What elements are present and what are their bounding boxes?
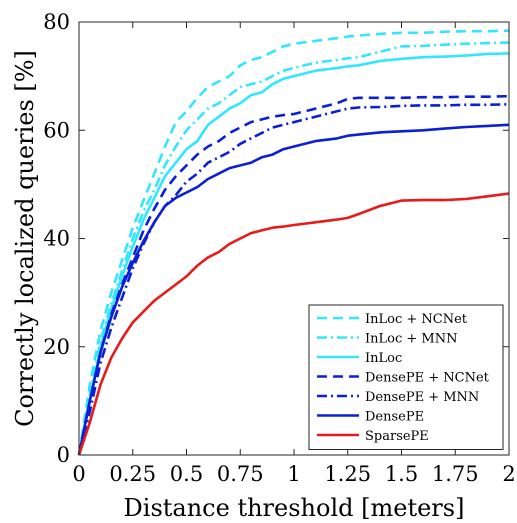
legend-entry: DensePE [365,410,424,425]
legend-entry: DensePE + MNN [365,390,479,405]
series-line-inloc-ncnet [77,29,510,456]
y-tick-label: 80 [43,10,70,34]
x-tick-label: 1.75 [432,462,479,486]
y-tick-label: 60 [43,118,70,142]
y-tick-label: 0 [57,443,70,467]
legend-entry: DensePE + NCNet [365,371,490,386]
series-line-inloc [77,52,510,456]
x-tick-label: 1 [287,462,300,486]
x-tick-label: 0.5 [170,462,203,486]
x-tick-label: 0 [72,462,85,486]
series-line-inloc-mnn [77,41,510,456]
series-line-densepe-mnn [77,103,510,456]
series-line-densepe-ncnet [77,94,510,456]
y-tick-label: 20 [43,335,70,359]
x-tick-label: 1.5 [385,462,418,486]
legend-entry: InLoc [365,351,402,366]
series-line-densepe [77,123,510,456]
y-tick-label: 40 [43,227,70,251]
x-tick-label: 0.25 [109,462,156,486]
plot-lines [77,29,510,456]
x-axis-label: Distance threshold [meters] [124,494,465,522]
legend: InLoc + NCNet InLoc + MNN InLoc DensePE + N… [308,304,504,450]
legend-entry: SparsePE [365,429,429,444]
series-line-sparsepe [77,192,510,456]
x-tick-label: 0.75 [217,462,264,486]
y-axis-label: Correctly localized queries [%] [11,50,39,427]
x-tick-label: 1.25 [324,462,371,486]
x-tick-label: 2 [502,462,515,486]
legend-entry: InLoc + MNN [365,332,457,347]
legend-entry: InLoc + NCNet [365,312,468,327]
